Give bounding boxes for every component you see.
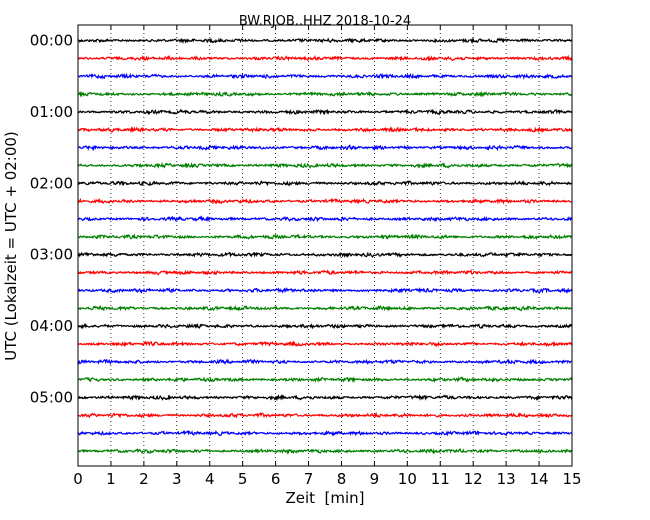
trace-0000 bbox=[77, 37, 573, 44]
y-axis: 00:00 01:00 02:00 03:00 04:00 05:00 bbox=[30, 32, 572, 407]
trace-0200 bbox=[77, 180, 572, 187]
trace-0215 bbox=[77, 197, 572, 205]
trace-0300 bbox=[77, 251, 573, 259]
x-axis: 0 1 2 3 4 5 6 7 8 9 10 11 12 13 14 15 bbox=[73, 25, 582, 488]
plot-frame bbox=[77, 24, 573, 467]
y-axis-label: UTC (Lokalzeit = UTC + 02:00) bbox=[2, 131, 20, 361]
trace-0130 bbox=[77, 144, 572, 152]
x-tick-label: 7 bbox=[304, 470, 314, 488]
trace-0500 bbox=[77, 394, 573, 402]
x-tick-label: 4 bbox=[205, 470, 215, 488]
y-tick-label: 03:00 bbox=[30, 246, 73, 264]
trace-0445 bbox=[77, 376, 573, 384]
x-tick-label: 14 bbox=[530, 470, 549, 488]
trace-0515 bbox=[77, 411, 573, 419]
chart-title: BW.RJOB..HHZ 2018-10-24 bbox=[239, 14, 411, 29]
trace-0345 bbox=[77, 304, 572, 312]
trace-0415 bbox=[77, 340, 573, 348]
trace-0245 bbox=[77, 233, 572, 241]
trace-0045 bbox=[77, 90, 573, 98]
x-tick-label: 2 bbox=[139, 470, 149, 488]
trace-0330 bbox=[77, 286, 573, 294]
x-tick-label: 8 bbox=[337, 470, 347, 488]
y-tick-label: 01:00 bbox=[30, 103, 73, 121]
trace-group bbox=[77, 37, 573, 455]
y-tick-label: 04:00 bbox=[30, 317, 73, 335]
x-tick-label: 12 bbox=[464, 470, 483, 488]
trace-0015 bbox=[77, 54, 573, 62]
x-tick-label: 6 bbox=[271, 470, 281, 488]
x-tick-label: 11 bbox=[431, 470, 450, 488]
x-tick-label: 9 bbox=[370, 470, 380, 488]
trace-0400 bbox=[77, 322, 573, 330]
x-tick-label: 13 bbox=[497, 470, 516, 488]
trace-0100 bbox=[77, 108, 573, 116]
trace-0115 bbox=[77, 126, 573, 134]
x-tick-label: 5 bbox=[238, 470, 248, 488]
trace-0315 bbox=[77, 268, 573, 276]
x-axis-label: Zeit [min] bbox=[285, 489, 364, 507]
x-tick-label: 3 bbox=[172, 470, 182, 488]
x-tick-label: 0 bbox=[73, 470, 83, 488]
trace-0530 bbox=[77, 429, 573, 437]
x-tick-label: 10 bbox=[398, 470, 417, 488]
trace-0230 bbox=[77, 215, 573, 223]
trace-0430 bbox=[77, 358, 572, 366]
trace-0145 bbox=[77, 161, 573, 169]
y-tick-label: 05:00 bbox=[30, 389, 73, 407]
y-tick-label: 02:00 bbox=[30, 174, 73, 192]
x-tick-label: 15 bbox=[562, 470, 581, 488]
trace-0030 bbox=[77, 72, 573, 80]
grid-lines bbox=[110, 25, 540, 466]
y-tick-label: 00:00 bbox=[30, 32, 73, 50]
trace-0545 bbox=[77, 448, 572, 455]
x-tick-label: 1 bbox=[106, 470, 116, 488]
